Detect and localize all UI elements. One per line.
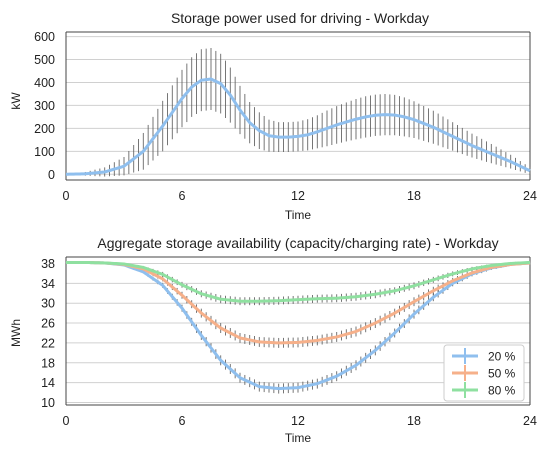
power-chart: Storage power used for driving - Workday… — [9, 10, 537, 222]
y-tick-label: 10 — [41, 396, 55, 410]
legend-label: 20 % — [488, 350, 516, 364]
series-line-0 — [66, 260, 531, 391]
y-tick-label: 26 — [41, 317, 55, 331]
legend-label: 50 % — [488, 367, 516, 381]
x-tick-label: 12 — [291, 189, 305, 203]
y-tick-label: 38 — [41, 257, 55, 271]
legend: 20 % 50 % 80 % — [443, 344, 525, 402]
storage-chart: Aggregate storage availability (capacity… — [9, 235, 537, 445]
y-tick-label: 600 — [34, 30, 55, 44]
y-tick-label: 200 — [34, 122, 55, 136]
y-tick-label: 100 — [34, 145, 55, 159]
legend-label: 80 % — [488, 384, 516, 398]
power-y-axis-label: kW — [9, 92, 23, 110]
y-tick-label: 30 — [41, 297, 55, 311]
y-tick-label: 34 — [41, 277, 55, 291]
x-tick-label: 18 — [407, 414, 421, 428]
y-tick-label: 500 — [34, 53, 55, 67]
storage-chart-title: Aggregate storage availability (capacity… — [97, 235, 498, 251]
x-tick-label: 24 — [523, 189, 537, 203]
x-tick-label: 24 — [523, 414, 537, 428]
x-tick-label: 0 — [63, 189, 70, 203]
y-tick-label: 300 — [34, 99, 55, 113]
storage-y-axis-label: MWh — [9, 319, 23, 347]
x-tick-label: 0 — [63, 414, 70, 428]
storage-x-axis-label: Time — [285, 431, 312, 445]
y-tick-label: 0 — [48, 168, 55, 182]
power-chart-title: Storage power used for driving - Workday — [171, 10, 429, 26]
y-tick-label: 14 — [41, 376, 55, 390]
x-tick-label: 12 — [291, 414, 305, 428]
series-line-0 — [65, 77, 531, 176]
power-x-axis-label: Time — [285, 208, 312, 222]
y-tick-label: 400 — [34, 76, 55, 90]
series-line-2 — [66, 260, 531, 303]
x-tick-label: 18 — [407, 189, 421, 203]
x-tick-label: 6 — [179, 414, 186, 428]
y-tick-label: 18 — [41, 356, 55, 370]
x-tick-label: 6 — [179, 189, 186, 203]
y-tick-label: 22 — [41, 336, 55, 350]
